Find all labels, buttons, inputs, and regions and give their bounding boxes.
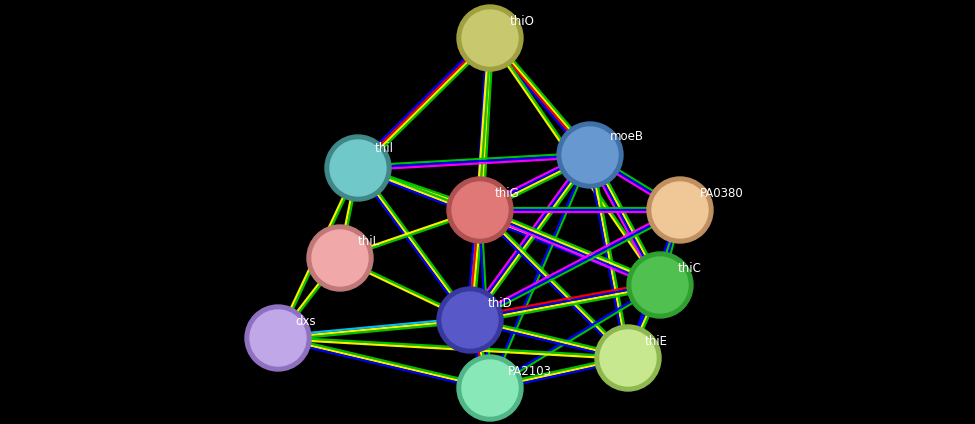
Circle shape	[330, 140, 386, 196]
Text: thil: thil	[375, 142, 394, 155]
Circle shape	[647, 177, 713, 243]
Circle shape	[437, 287, 503, 353]
Circle shape	[250, 310, 306, 366]
Circle shape	[600, 330, 656, 386]
Circle shape	[307, 225, 373, 291]
Circle shape	[462, 360, 518, 416]
Text: thiG: thiG	[495, 187, 520, 200]
Text: moeB: moeB	[610, 130, 644, 143]
Circle shape	[457, 5, 523, 71]
Circle shape	[452, 182, 508, 238]
Circle shape	[447, 177, 513, 243]
Circle shape	[457, 355, 523, 421]
Circle shape	[442, 292, 498, 348]
Circle shape	[627, 252, 693, 318]
Text: thiC: thiC	[678, 262, 702, 275]
Text: PA2103: PA2103	[508, 365, 552, 378]
Circle shape	[312, 230, 368, 286]
Circle shape	[325, 135, 391, 201]
Circle shape	[557, 122, 623, 188]
Text: thiD: thiD	[488, 297, 513, 310]
Circle shape	[652, 182, 708, 238]
Circle shape	[595, 325, 661, 391]
Circle shape	[462, 10, 518, 66]
Text: dxs: dxs	[295, 315, 316, 328]
Text: PA0380: PA0380	[700, 187, 744, 200]
Circle shape	[245, 305, 311, 371]
Circle shape	[562, 127, 618, 183]
Text: thiO: thiO	[510, 15, 535, 28]
Text: thiL: thiL	[358, 235, 380, 248]
Text: thiE: thiE	[645, 335, 668, 348]
Circle shape	[632, 257, 688, 313]
